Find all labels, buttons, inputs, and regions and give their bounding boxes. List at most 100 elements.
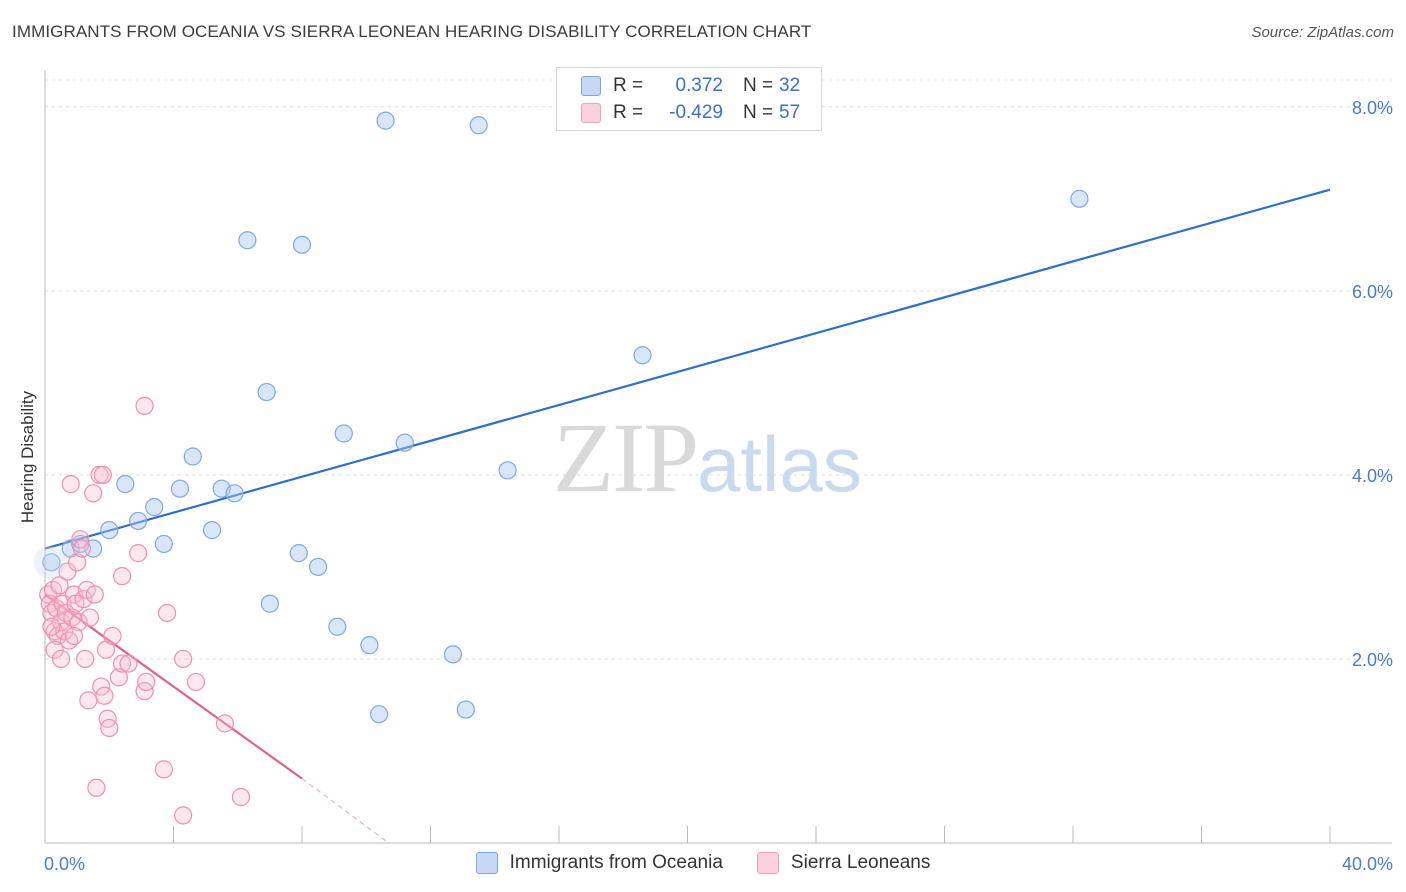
trend-line-extension-sierra — [301, 778, 390, 844]
point-sierra — [98, 709, 117, 728]
point-sierra — [87, 778, 106, 797]
watermark: ZIPatlas — [553, 400, 862, 515]
x-tick-label: 40.0% — [1342, 854, 1393, 874]
point-sierra — [56, 603, 75, 623]
chart-title: IMMIGRANTS FROM OCEANIA VS SIERRA LEONEA… — [12, 22, 812, 41]
point-sierra — [63, 608, 82, 627]
legend-n-value: 32 — [779, 75, 801, 96]
legend-n-label: N = — [743, 102, 774, 123]
point-oceania — [469, 116, 488, 135]
point-oceania — [183, 447, 202, 466]
legend-n-value: 57 — [779, 102, 801, 123]
point-oceania — [170, 479, 190, 498]
point-sierra — [93, 465, 112, 485]
point-sierra — [61, 475, 80, 494]
point-sierra — [68, 553, 87, 572]
legend-r-value: -0.429 — [669, 102, 723, 123]
data-points — [33, 111, 1089, 825]
trend-lines — [44, 188, 1331, 844]
point-oceania — [328, 617, 347, 636]
point-sierra — [231, 787, 251, 807]
point-oceania — [100, 521, 119, 540]
y-tick-label: 6.0% — [1352, 282, 1393, 302]
point-sierra — [154, 760, 173, 779]
axes — [44, 70, 1392, 844]
point-oceania — [498, 461, 517, 480]
point-sierra — [50, 576, 69, 595]
point-sierra — [100, 718, 119, 738]
point-oceania — [129, 511, 148, 531]
legend-r-label: R = — [613, 75, 644, 96]
point-sierra — [80, 608, 100, 627]
point-sierra — [174, 649, 193, 669]
point-sierra — [40, 594, 59, 613]
gridlines — [45, 79, 1392, 660]
legend-swatch-sierra — [581, 103, 601, 123]
point-sierra — [48, 626, 67, 646]
point-sierra — [186, 672, 206, 692]
tick-labels: 2.0% 4.0% 6.0% 8.0% 0.0% 40.0% — [44, 98, 1393, 874]
y-tick-label: 8.0% — [1352, 98, 1393, 118]
x-tick-label: 0.0% — [44, 854, 85, 874]
legend-r-value: 0.372 — [675, 75, 723, 96]
point-sierra — [174, 806, 193, 825]
point-sierra — [103, 626, 122, 646]
point-oceania — [308, 557, 328, 577]
legend-r-label: R = — [613, 102, 644, 123]
point-oceania — [116, 475, 135, 494]
point-sierra — [47, 599, 66, 618]
point-oceania — [42, 553, 61, 572]
point-sierra — [112, 567, 132, 586]
point-oceania — [395, 433, 414, 452]
point-oceania — [370, 705, 389, 724]
point-sierra — [85, 585, 104, 604]
point-sierra — [119, 654, 138, 673]
point-sierra — [135, 682, 154, 701]
point-sierra — [215, 714, 234, 733]
point-oceania — [145, 498, 164, 517]
point-sierra — [58, 562, 77, 581]
source-label: Source: ZipAtlas.com — [1251, 24, 1394, 41]
point-oceania — [334, 424, 353, 443]
legend-swatch-oceania — [581, 76, 601, 96]
point-oceania — [202, 521, 222, 540]
point-oceania — [225, 484, 244, 503]
trend-line-oceania — [44, 188, 1331, 550]
point-sierra — [84, 484, 103, 503]
point-oceania — [456, 700, 475, 719]
legend-row-oceania: R = 0.372 N = 32 — [581, 73, 800, 99]
point-oceania — [360, 636, 379, 655]
point-sierra — [45, 640, 64, 659]
point-oceania — [289, 544, 308, 563]
point-oceania — [443, 645, 463, 664]
series-swatch-sierra — [756, 852, 779, 874]
point-sierra — [109, 668, 128, 687]
point-sierra — [129, 544, 148, 563]
point-oceania — [257, 382, 276, 402]
point-sierra — [112, 654, 132, 673]
point-cluster-oceania — [33, 546, 66, 579]
point-oceania — [238, 231, 257, 250]
point-oceania — [260, 594, 279, 613]
point-sierra — [42, 617, 61, 636]
series-legend-oceania[interactable]: Immigrants from Oceania — [475, 852, 723, 874]
point-sierra — [157, 603, 177, 623]
watermark-zip: ZIP — [553, 402, 699, 513]
point-sierra — [135, 396, 154, 415]
point-sierra — [95, 686, 114, 705]
point-sierra — [79, 691, 98, 710]
y-tick-label: 2.0% — [1352, 650, 1393, 670]
point-oceania — [1070, 189, 1089, 208]
point-sierra — [51, 649, 71, 669]
legend-n-label: N = — [743, 75, 774, 96]
point-sierra — [69, 613, 88, 632]
correlation-legend: R = 0.372 N = 32 R = -0.429 N = 57 — [556, 67, 822, 131]
point-oceania — [292, 235, 312, 254]
series-legend-sierra[interactable]: Sierra Leoneans — [756, 852, 931, 874]
series-label-sierra: Sierra Leoneans — [790, 852, 931, 873]
point-oceania — [633, 346, 652, 365]
point-sierra — [71, 530, 90, 549]
point-sierra — [72, 539, 92, 558]
point-sierra — [64, 626, 84, 646]
